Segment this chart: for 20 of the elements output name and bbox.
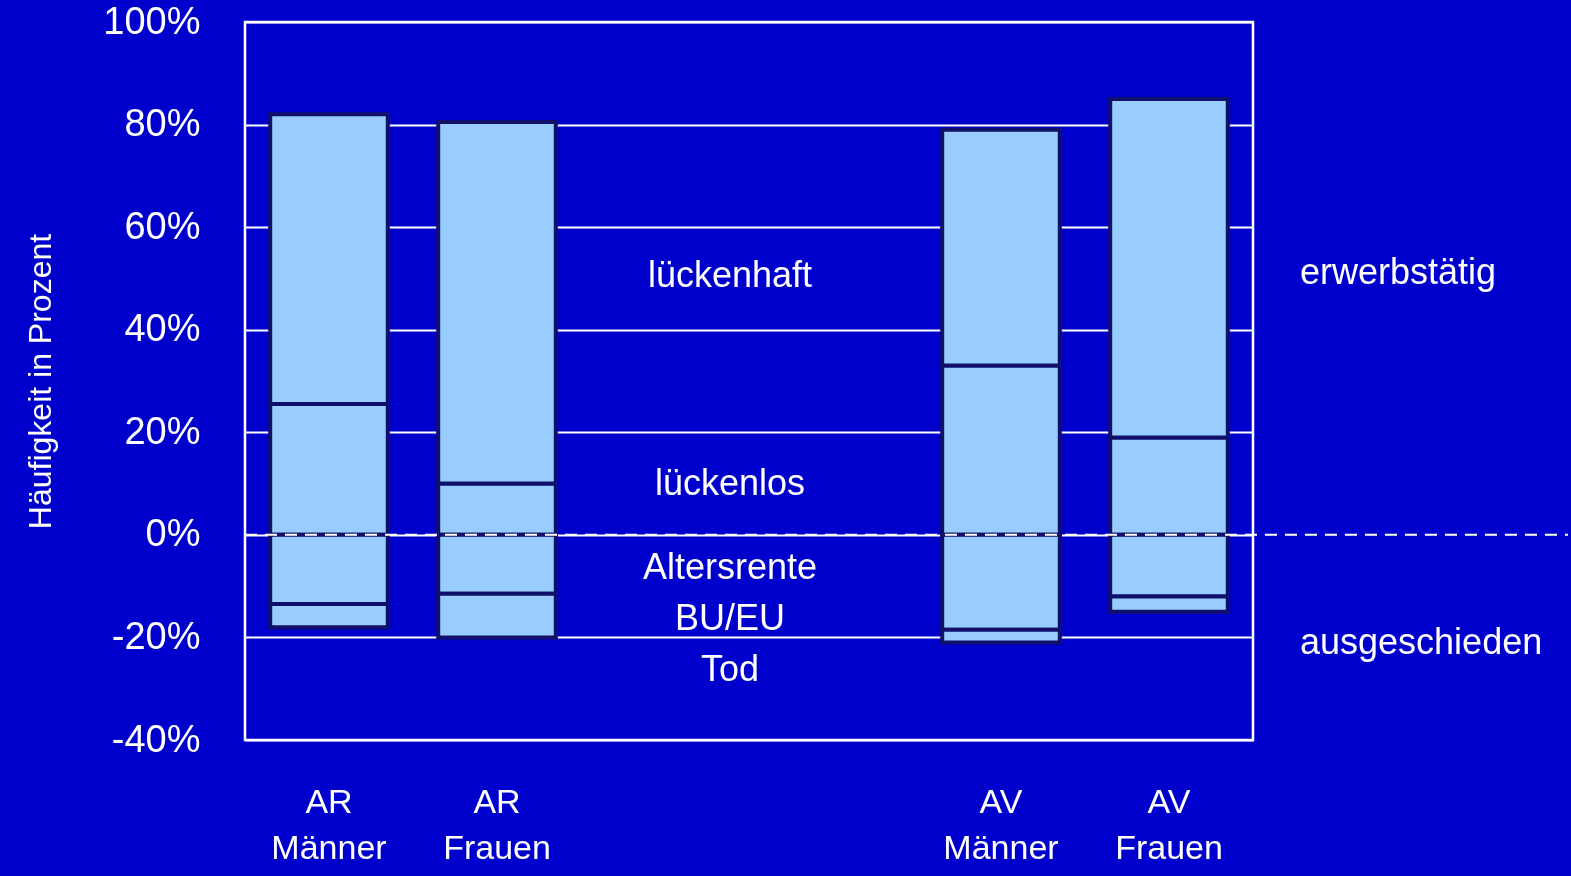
annotation: Tod bbox=[700, 648, 760, 689]
x-tick-label: AV Männer bbox=[943, 781, 1059, 866]
y-tick-label: -40% bbox=[111, 717, 201, 760]
annotation: Altersrente bbox=[642, 546, 818, 587]
x-tick-label: AR Frauen bbox=[443, 781, 551, 866]
y-tick-label: 60% bbox=[124, 204, 201, 247]
text: ausgeschieden bbox=[1300, 621, 1543, 662]
annotation: lückenlos bbox=[654, 462, 806, 503]
y-tick-label: 40% bbox=[124, 307, 201, 350]
x-tick-label: AR Männer bbox=[271, 781, 387, 866]
text: erwerbstätig bbox=[1300, 251, 1497, 292]
y-tick-label: -20% bbox=[111, 614, 201, 657]
y-tick-label: 0% bbox=[145, 512, 201, 555]
annotation: lückenhaft bbox=[647, 254, 813, 295]
annotation: BU/EU bbox=[674, 597, 786, 638]
y-axis-title: Häufigkeit in Prozent bbox=[22, 233, 59, 530]
y-tick-label: 80% bbox=[124, 102, 201, 145]
y-tick-label: 100% bbox=[103, 0, 201, 42]
y-tick-label: 20% bbox=[124, 409, 201, 452]
x-tick-label: AV Frauen bbox=[1115, 781, 1223, 866]
